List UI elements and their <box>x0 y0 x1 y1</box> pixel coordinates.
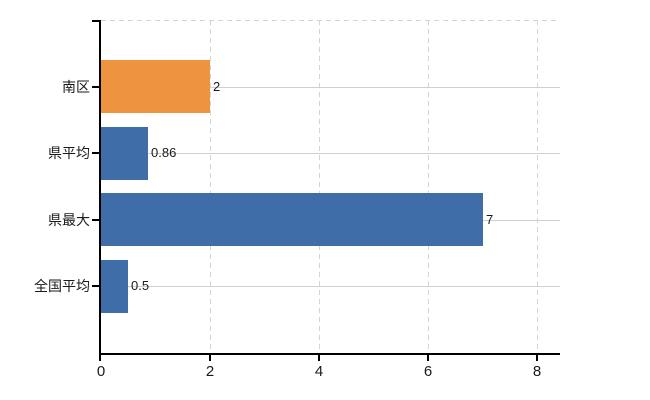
x-tick-label: 2 <box>205 363 215 380</box>
bar-value-label: 0.86 <box>151 145 177 160</box>
category-label: 県最大 <box>48 212 90 228</box>
vertical-gridline <box>319 20 320 353</box>
category-gridline <box>101 153 560 154</box>
x-axis-tick <box>536 355 538 361</box>
category-label: 全国平均 <box>34 278 90 294</box>
y-axis-tick <box>92 152 99 154</box>
category-gridline <box>101 87 560 88</box>
x-tick-label: 8 <box>532 363 542 380</box>
bar-value-label: 7 <box>486 212 494 227</box>
x-axis-tick <box>427 355 429 361</box>
y-axis-tick <box>92 285 99 287</box>
vertical-gridline <box>537 20 538 353</box>
plot-top-gridline <box>101 20 560 21</box>
category-label: 県平均 <box>48 145 90 161</box>
y-axis-tick <box>92 86 99 88</box>
bar-3 <box>101 260 128 313</box>
x-axis-tick <box>209 355 211 361</box>
x-axis-line <box>99 353 560 355</box>
y-axis-line <box>99 20 101 361</box>
x-axis-tick <box>318 355 320 361</box>
bar-0 <box>101 60 210 113</box>
y-axis-tick <box>92 219 99 221</box>
x-tick-label: 6 <box>423 363 433 380</box>
vertical-gridline <box>428 20 429 353</box>
x-tick-label: 4 <box>314 363 324 380</box>
bar-1 <box>101 127 148 180</box>
bar-value-label: 2 <box>213 79 221 94</box>
bar-value-label: 0.5 <box>131 278 150 293</box>
category-gridline <box>101 286 560 287</box>
category-label: 南区 <box>62 79 90 95</box>
y-axis-tick <box>92 20 99 22</box>
vertical-gridline <box>210 20 211 353</box>
x-tick-label: 0 <box>96 363 106 380</box>
bar-2 <box>101 193 483 246</box>
